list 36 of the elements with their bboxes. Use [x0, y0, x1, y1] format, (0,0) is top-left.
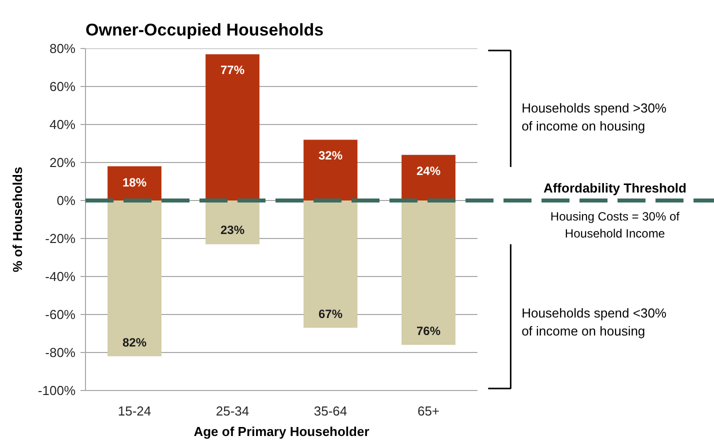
- y-tick-label: -20%: [45, 231, 76, 246]
- data-label: 77%: [220, 63, 245, 78]
- y-tick-label: 20%: [49, 155, 76, 170]
- y-tick-label: 80%: [49, 41, 76, 56]
- data-label: 76%: [416, 324, 441, 338]
- x-tick-label: 35-64: [314, 404, 348, 418]
- x-tick-label: 25-34: [216, 404, 250, 418]
- y-tick-label: -80%: [45, 345, 76, 360]
- y-tick-label: 60%: [49, 79, 76, 94]
- bar: [206, 54, 260, 200]
- text: Housing Costs = 30% of Household Income: [550, 210, 680, 240]
- chart-title: Owner-Occupied Households: [86, 20, 324, 40]
- text: Households spend >30% of income on housing: [522, 100, 667, 134]
- y-tick-label: 0%: [56, 193, 76, 208]
- y-tick-label: -60%: [45, 307, 76, 322]
- y-tick-label: -100%: [38, 383, 76, 398]
- bar: [108, 200, 162, 356]
- bar: [304, 200, 358, 328]
- data-label: 82%: [122, 335, 147, 350]
- y-tick-label: -40%: [45, 269, 76, 284]
- data-label: 18%: [122, 175, 147, 190]
- y-axis-title: % of Households: [10, 166, 25, 272]
- text: Households spend <30% of income on housing: [522, 306, 667, 339]
- data-label: 23%: [220, 223, 245, 238]
- x-tick-label: 15-24: [118, 404, 152, 418]
- y-tick-label: 40%: [49, 117, 76, 132]
- bar: [304, 140, 358, 200]
- data-label: 32%: [318, 148, 343, 163]
- x-axis-title: Age of Primary Householder: [194, 424, 370, 439]
- x-tick-label: 65+: [417, 404, 440, 418]
- data-label: 67%: [318, 306, 343, 321]
- data-label: 24%: [416, 164, 441, 178]
- ref-line-label: Affordability Threshold: [543, 180, 687, 196]
- bar: [402, 154, 456, 200]
- bar: [206, 200, 260, 244]
- bar: [402, 200, 456, 345]
